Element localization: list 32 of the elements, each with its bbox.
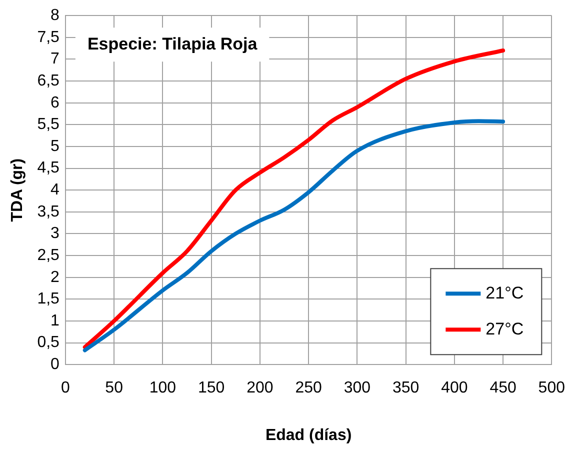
y-tick-label: 7 bbox=[50, 50, 60, 68]
x-tick-label: 100 bbox=[149, 380, 176, 397]
x-tick-label: 300 bbox=[344, 380, 371, 397]
y-tick-label: 6,5 bbox=[37, 72, 60, 90]
text: Especie: Tilapia Roja bbox=[87, 34, 258, 54]
x-tick-label: 350 bbox=[392, 380, 420, 397]
legend-label: 27°C bbox=[486, 319, 524, 338]
y-tick-label: 1 bbox=[50, 312, 60, 330]
x-tick-label: 250 bbox=[295, 380, 322, 397]
x-tick-label: 150 bbox=[198, 380, 225, 397]
x-tick-label: 450 bbox=[490, 380, 516, 397]
y-axis-title: TDA (gr) bbox=[9, 158, 26, 222]
y-tick-label: 5 bbox=[50, 138, 60, 155]
y-tick-label: 4,5 bbox=[37, 160, 60, 177]
y-tick-label: 0 bbox=[50, 356, 60, 374]
y-tick-label: 1,5 bbox=[37, 290, 60, 308]
x-tick-label: 500 bbox=[538, 380, 566, 397]
y-tick-label: 0,5 bbox=[37, 334, 60, 352]
legend-label: 21°C bbox=[486, 283, 524, 302]
y-tick-label: 4 bbox=[50, 182, 60, 199]
x-tick-label: 50 bbox=[105, 380, 124, 397]
y-tick-label: 2 bbox=[50, 268, 60, 286]
y-tick-label: 7,5 bbox=[37, 28, 60, 46]
y-tick-label: 2,5 bbox=[37, 246, 60, 264]
y-tick-label: 8 bbox=[50, 7, 60, 24]
x-tick-label: 200 bbox=[246, 380, 274, 397]
y-tick-label: 6 bbox=[50, 94, 60, 112]
x-axis-title: Edad (días) bbox=[265, 426, 352, 444]
y-tick-label: 5,5 bbox=[37, 116, 60, 134]
y-tick-label: 3 bbox=[50, 225, 60, 242]
x-tick-label: 400 bbox=[441, 380, 468, 397]
y-tick-label: 3,5 bbox=[37, 203, 60, 220]
